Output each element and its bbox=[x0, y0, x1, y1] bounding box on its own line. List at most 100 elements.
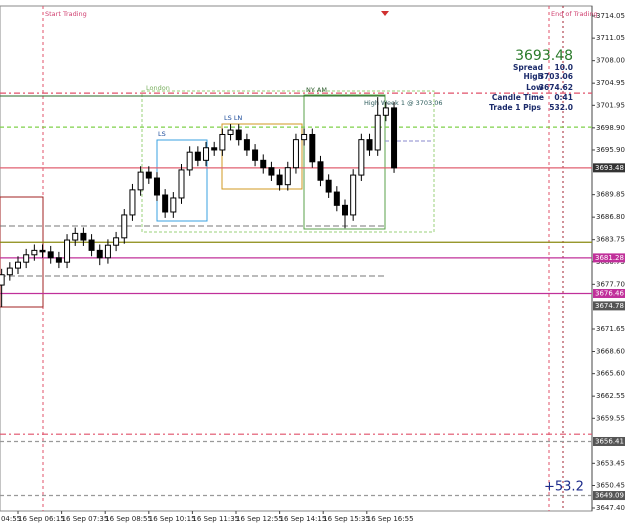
candle-body bbox=[178, 169, 185, 199]
price-tag bbox=[593, 288, 625, 298]
candle-body bbox=[15, 261, 21, 269]
candle-body bbox=[366, 139, 373, 151]
info-label: High bbox=[523, 72, 543, 81]
candle-body bbox=[350, 174, 357, 216]
x-tick-label: 16 Sep 07:35 bbox=[62, 515, 109, 523]
candle-body bbox=[358, 139, 365, 176]
candle-body bbox=[80, 232, 87, 241]
lsln-label: LS LN bbox=[224, 114, 242, 122]
candle-body bbox=[252, 149, 259, 161]
candle-body bbox=[260, 159, 267, 169]
candle-body bbox=[203, 147, 210, 161]
price-tag bbox=[593, 491, 625, 501]
x-tick-label: 16 Sep 06:15 bbox=[18, 515, 65, 523]
info-value: 3703.06 bbox=[539, 72, 573, 81]
lsln-box bbox=[221, 123, 303, 190]
y-tick-label: 3711.05 bbox=[596, 34, 625, 42]
info-value: 3674.62 bbox=[539, 83, 573, 92]
x-tick-label: 16 Sep 04:55 bbox=[0, 515, 21, 523]
y-tick-label: 3650.45 bbox=[596, 481, 625, 489]
y-tick-label: 3704.95 bbox=[596, 79, 625, 87]
x-tick-label: 16 Sep 10:15 bbox=[149, 515, 196, 523]
x-tick-label: 16 Sep 12:55 bbox=[236, 515, 283, 523]
y-tick-label: 3671.65 bbox=[596, 325, 625, 333]
y-tick-label: 3659.55 bbox=[596, 414, 625, 422]
candle-body bbox=[162, 194, 169, 213]
week-label: High Week 1 @ 3703.06 bbox=[364, 99, 443, 107]
candle-body bbox=[113, 237, 120, 246]
info-label: Trade 1 Pips bbox=[489, 103, 541, 112]
candle-body bbox=[31, 249, 38, 256]
candle-body bbox=[276, 174, 283, 186]
y-tick-label: 3698.90 bbox=[596, 124, 625, 132]
y-tick-label: 3701.95 bbox=[596, 101, 625, 109]
candle-body bbox=[309, 133, 316, 163]
candle-body bbox=[235, 129, 242, 141]
price-tag-label: 3674.78 bbox=[595, 302, 624, 310]
candle-body bbox=[39, 249, 46, 253]
ny-box bbox=[303, 94, 386, 230]
candle-body bbox=[391, 107, 398, 169]
candle-body bbox=[219, 133, 226, 151]
y-tick-label: 3714.05 bbox=[596, 12, 625, 20]
info-value: 532.0 bbox=[549, 103, 573, 112]
candle-body bbox=[382, 107, 389, 116]
london-box bbox=[141, 90, 435, 233]
y-tick-label: 3708.00 bbox=[596, 57, 625, 65]
y-tick-label: 3662.55 bbox=[596, 392, 625, 400]
candle-body bbox=[72, 232, 79, 241]
price-tag-label: 3681.28 bbox=[595, 254, 624, 262]
candle-body bbox=[153, 177, 160, 196]
ls-label: LS bbox=[158, 130, 166, 138]
price-tag bbox=[593, 301, 625, 311]
candle-body bbox=[186, 151, 193, 171]
candle-body bbox=[211, 147, 218, 151]
candle-body bbox=[6, 267, 13, 276]
current-price: 3693.48 bbox=[515, 48, 573, 64]
x-tick-label: 16 Sep 11:35 bbox=[192, 515, 239, 523]
candle-body bbox=[0, 274, 5, 286]
candle-body bbox=[227, 129, 234, 135]
candle-body bbox=[325, 179, 332, 193]
info-value: 10.0 bbox=[554, 63, 573, 72]
candle-body bbox=[121, 214, 128, 239]
x-tick-label: 16 Sep 14:15 bbox=[280, 515, 327, 523]
candle-body bbox=[145, 171, 152, 179]
candle-body bbox=[96, 249, 103, 259]
x-tick-label: 16 Sep 16:55 bbox=[367, 515, 414, 523]
y-tick-label: 3677.70 bbox=[596, 280, 625, 288]
y-tick-label: 3695.90 bbox=[596, 146, 625, 154]
info-label: Spread bbox=[513, 63, 543, 72]
x-tick-label: 16 Sep 15:35 bbox=[323, 515, 370, 523]
candle-body bbox=[47, 251, 54, 259]
marker bbox=[381, 11, 389, 16]
candle-body bbox=[55, 257, 62, 263]
info-label: Low bbox=[526, 83, 543, 92]
candle-body bbox=[292, 139, 299, 169]
y-tick-label: 3647.40 bbox=[596, 504, 625, 512]
price-tag bbox=[593, 436, 625, 446]
candle-body bbox=[374, 114, 381, 151]
price-tag-label: 3693.48 bbox=[595, 164, 624, 172]
info-value: 0:41 bbox=[554, 93, 573, 102]
y-tick-label: 3668.60 bbox=[596, 348, 625, 356]
candle-body bbox=[64, 239, 71, 263]
price-tag-label: 3656.41 bbox=[595, 437, 624, 445]
price-tag bbox=[593, 163, 625, 173]
price-tag-label: 3649.09 bbox=[595, 492, 624, 500]
candle-body bbox=[342, 204, 348, 216]
y-tick-label: 3686.80 bbox=[596, 213, 625, 221]
y-tick-label: 3653.45 bbox=[596, 459, 625, 467]
pips-total: +53.2 bbox=[544, 480, 584, 495]
plot-area bbox=[0, 92, 592, 497]
candle-body bbox=[170, 197, 177, 213]
y-tick-label: 3665.60 bbox=[596, 370, 625, 378]
candle-body bbox=[301, 133, 308, 141]
candle-body bbox=[317, 161, 324, 181]
candle-body bbox=[284, 167, 291, 186]
price-tag bbox=[593, 253, 625, 263]
ny-label: NY AM bbox=[306, 86, 327, 94]
price-tag-label: 3676.46 bbox=[595, 289, 624, 297]
candle-body bbox=[104, 244, 111, 259]
